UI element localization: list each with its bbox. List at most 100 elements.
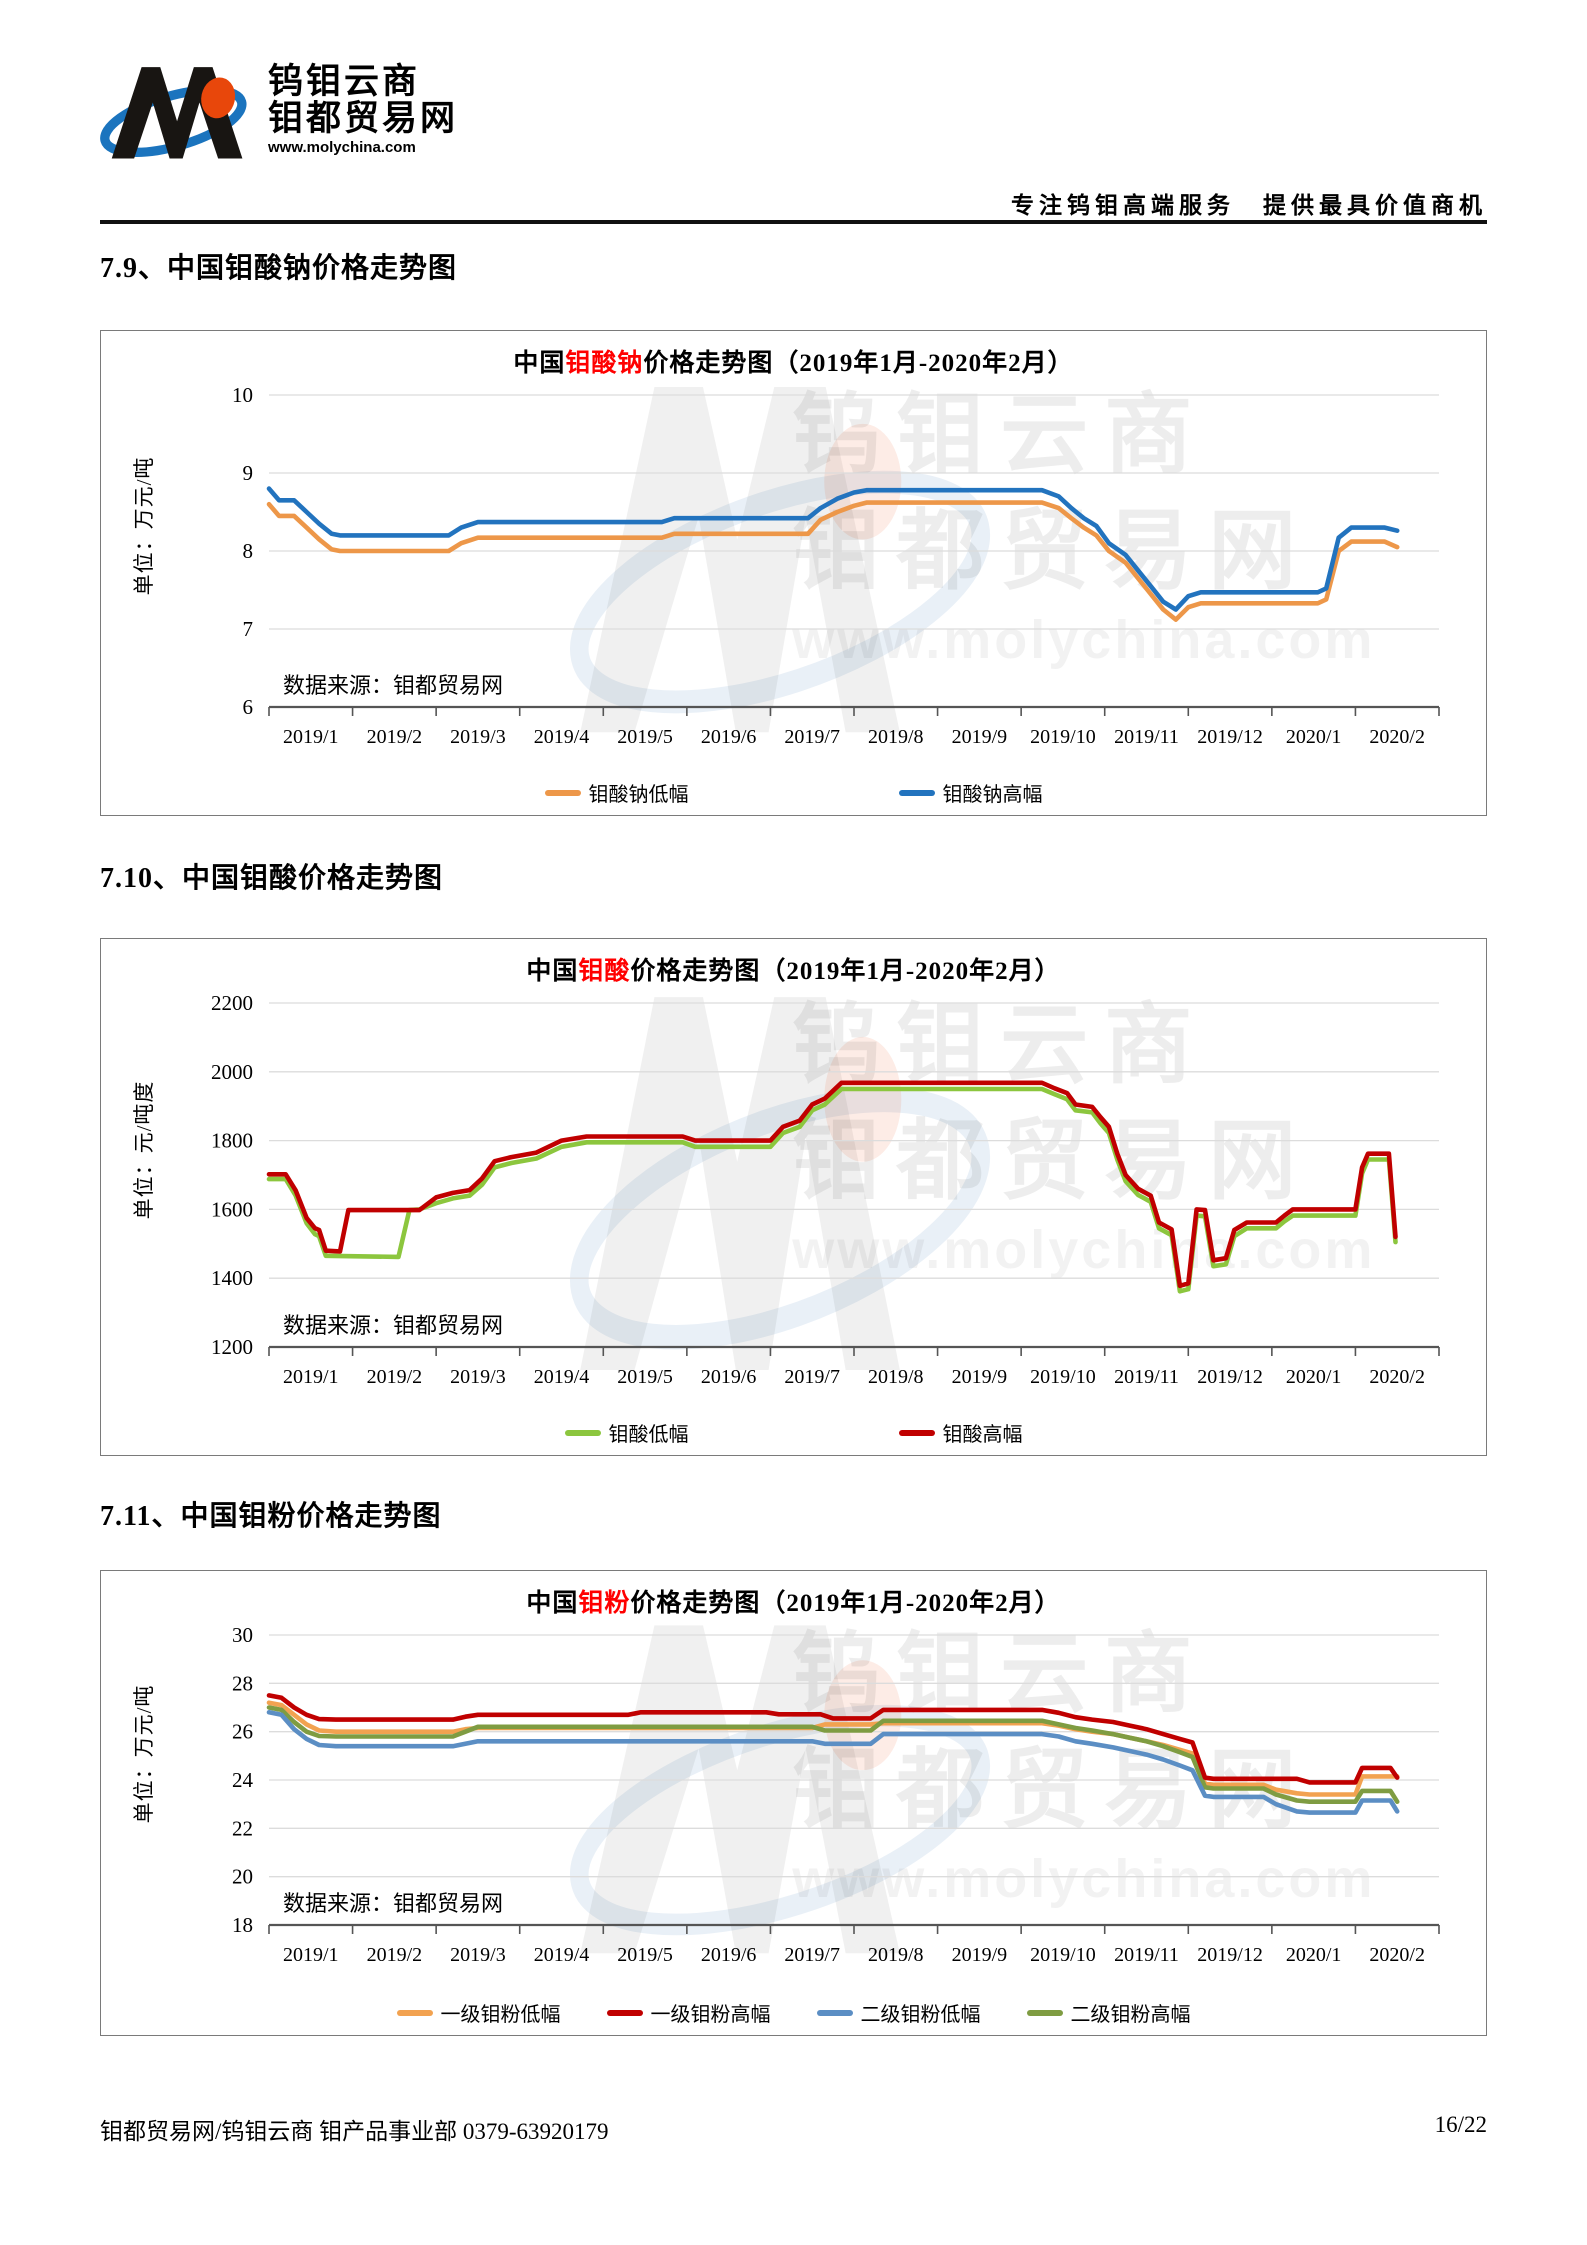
- x-tick-label: 2019/6: [701, 1366, 757, 1388]
- x-tick-label: 2019/2: [367, 1944, 423, 1966]
- x-tick-label: 2019/7: [784, 1944, 840, 1966]
- x-tick-label: 2019/12: [1197, 726, 1263, 748]
- x-tick-label: 2020/2: [1369, 1366, 1425, 1388]
- legend-swatch: [564, 1429, 601, 1436]
- section-heading-7-11: 7.11、中国钼粉价格走势图: [100, 1501, 442, 1532]
- x-tick-label: 2019/11: [1114, 1366, 1179, 1388]
- x-tick-label: 2019/5: [617, 1944, 673, 1966]
- series-line-钼酸低幅: [266, 1086, 1398, 1294]
- y-tick-label: 18: [232, 1913, 253, 1937]
- x-tick-label: 2019/9: [952, 726, 1008, 748]
- legend-label: 钼酸低幅: [608, 1424, 689, 1446]
- x-tick-label: 2019/5: [617, 1366, 673, 1388]
- x-tick-label: 2019/8: [868, 726, 924, 748]
- y-tick-label: 1200: [211, 1335, 253, 1359]
- chart-title: 中国钼酸价格走势图（2019年1月-2020年2月）: [526, 958, 1061, 985]
- y-tick-label: 20: [232, 1865, 253, 1889]
- chart-legend: 钼酸低幅 钼酸高幅: [101, 1418, 1486, 1447]
- x-tick-label: 2019/4: [534, 726, 590, 748]
- x-tick-label: 2020/1: [1286, 1944, 1342, 1966]
- legend-label: 钼酸高幅: [942, 1424, 1023, 1446]
- site-logo: 钨钼云商 钼都贸易网 www.molychina.com: [98, 52, 518, 167]
- y-tick-label: 22: [232, 1816, 253, 1840]
- x-tick-label: 2019/2: [367, 726, 423, 748]
- chart-legend: 钼酸钠低幅 钼酸钠高幅: [101, 778, 1486, 807]
- footer-contact: 钼都贸易网/钨钼云商 钼产品事业部 0379-63920179: [100, 2119, 609, 2144]
- x-tick-label: 2019/10: [1030, 1944, 1096, 1966]
- logo-orange-dot: [201, 76, 236, 118]
- legend-label: 二级钼粉低幅: [860, 2004, 981, 2026]
- section-heading-7-9: 7.9、中国钼酸钠价格走势图: [100, 253, 458, 284]
- legend-label: 一级钼粉高幅: [650, 2004, 771, 2026]
- legend-swatch: [606, 2009, 643, 2016]
- x-tick-label: 2019/1: [283, 1366, 339, 1388]
- x-tick-label: 2019/4: [534, 1944, 590, 1966]
- logo-url: www.molychina.com: [268, 139, 416, 157]
- chart-panel-sodium-molybdate: 钨钼云商 钼都贸易网 www.molychina.com 中国钼酸钠价格走势图（…: [100, 330, 1487, 816]
- y-tick-label: 24: [232, 1768, 254, 1792]
- y-tick-label: 26: [232, 1720, 253, 1744]
- legend-item-钼酸高幅: 钼酸高幅: [898, 1418, 1023, 1447]
- legend-item-二级钼粉低幅: 二级钼粉低幅: [816, 1998, 981, 2027]
- y-tick-label: 1600: [211, 1197, 253, 1221]
- y-tick-label: 7: [243, 617, 254, 641]
- x-tick-label: 2019/8: [868, 1366, 924, 1388]
- legend-item-一级钼粉高幅: 一级钼粉高幅: [606, 1998, 771, 2027]
- series-line-钼酸钠低幅: [266, 500, 1400, 622]
- chart-legend: 一级钼粉低幅 一级钼粉高幅 二级钼粉低幅 二级钼粉高幅: [101, 1998, 1486, 2027]
- x-tick-label: 2019/5: [617, 726, 673, 748]
- x-tick-label: 2020/2: [1369, 1944, 1425, 1966]
- header-tagline: 专注钨钼高端服务 提供最具价值商机: [1011, 193, 1487, 218]
- source-note: 数据来源：钼都贸易网: [283, 673, 503, 698]
- x-tick-label: 2019/7: [784, 1366, 840, 1388]
- y-tick-label: 1400: [211, 1266, 253, 1290]
- x-tick-label: 2020/2: [1369, 726, 1425, 748]
- x-tick-label: 2019/7: [784, 726, 840, 748]
- source-note: 数据来源：钼都贸易网: [283, 1891, 503, 1916]
- chart-title: 中国钼酸钠价格走势图（2019年1月-2020年2月）: [513, 350, 1074, 377]
- x-tick-label: 2020/1: [1286, 1366, 1342, 1388]
- x-tick-label: 2019/4: [534, 1366, 590, 1388]
- x-tick-label: 2019/12: [1197, 1366, 1263, 1388]
- source-note: 数据来源：钼都贸易网: [283, 1313, 503, 1338]
- logo-line2: 钼都贸易网: [268, 99, 459, 139]
- page-footer: 钼都贸易网/钨钼云商 钼产品事业部 0379-63920179 16/22: [100, 2112, 1487, 2146]
- section-heading-7-10: 7.10、中国钼酸价格走势图: [100, 863, 444, 894]
- x-tick-label: 2019/6: [701, 1944, 757, 1966]
- legend-item-钼酸钠低幅: 钼酸钠低幅: [544, 778, 689, 807]
- x-tick-label: 2019/9: [952, 1944, 1008, 1966]
- series-line-钼酸钠高幅: [266, 486, 1400, 612]
- x-tick-label: 2019/1: [283, 726, 339, 748]
- x-tick-label: 2019/3: [450, 1366, 506, 1388]
- legend-label: 钼酸钠低幅: [588, 784, 689, 806]
- chart-plot: 1200 1400 1600 1800 2000 2200 2019/1 2019/2 2019…: [211, 991, 1440, 1388]
- header-divider: [100, 220, 1487, 224]
- y-tick-label: 2000: [211, 1060, 253, 1084]
- x-tick-label: 2020/1: [1286, 726, 1342, 748]
- legend-swatch: [816, 2009, 853, 2016]
- series-line-二级钼粉高幅: [266, 1705, 1400, 1804]
- legend-label: 一级钼粉低幅: [440, 2004, 561, 2026]
- legend-swatch: [898, 1429, 935, 1436]
- legend-item-二级钼粉高幅: 二级钼粉高幅: [1026, 1998, 1191, 2027]
- legend-item-钼酸低幅: 钼酸低幅: [564, 1418, 689, 1447]
- legend-swatch: [544, 789, 581, 796]
- series-line-钼酸高幅: [266, 1080, 1398, 1289]
- x-tick-label: 2019/12: [1197, 1944, 1263, 1966]
- chart-title: 中国钼粉价格走势图（2019年1月-2020年2月）: [526, 1590, 1061, 1617]
- x-tick-label: 2019/3: [450, 1944, 506, 1966]
- x-tick-label: 2019/6: [701, 726, 757, 748]
- footer-page-number: 16/22: [1434, 2112, 1487, 2137]
- chart-panel-molybdenum-powder: 钨钼云商 钼都贸易网 www.molychina.com 中国钼粉价格走势图（2…: [100, 1570, 1487, 2036]
- legend-swatch: [898, 789, 935, 796]
- x-tick-label: 2019/11: [1114, 1944, 1179, 1966]
- molychina-logo-icon: [100, 66, 247, 159]
- x-tick-label: 2019/11: [1114, 726, 1179, 748]
- legend-swatch: [396, 2009, 433, 2016]
- series-line-一级钼粉高幅: [266, 1693, 1400, 1785]
- y-tick-label: 1800: [211, 1129, 253, 1153]
- chart-plot: 6 7 8 9 10 2019/1 2019/2 2019/3 2019/4 2019/5 2019…: [232, 383, 1440, 748]
- legend-swatch: [1026, 2009, 1063, 2016]
- x-tick-label: 2019/3: [450, 726, 506, 748]
